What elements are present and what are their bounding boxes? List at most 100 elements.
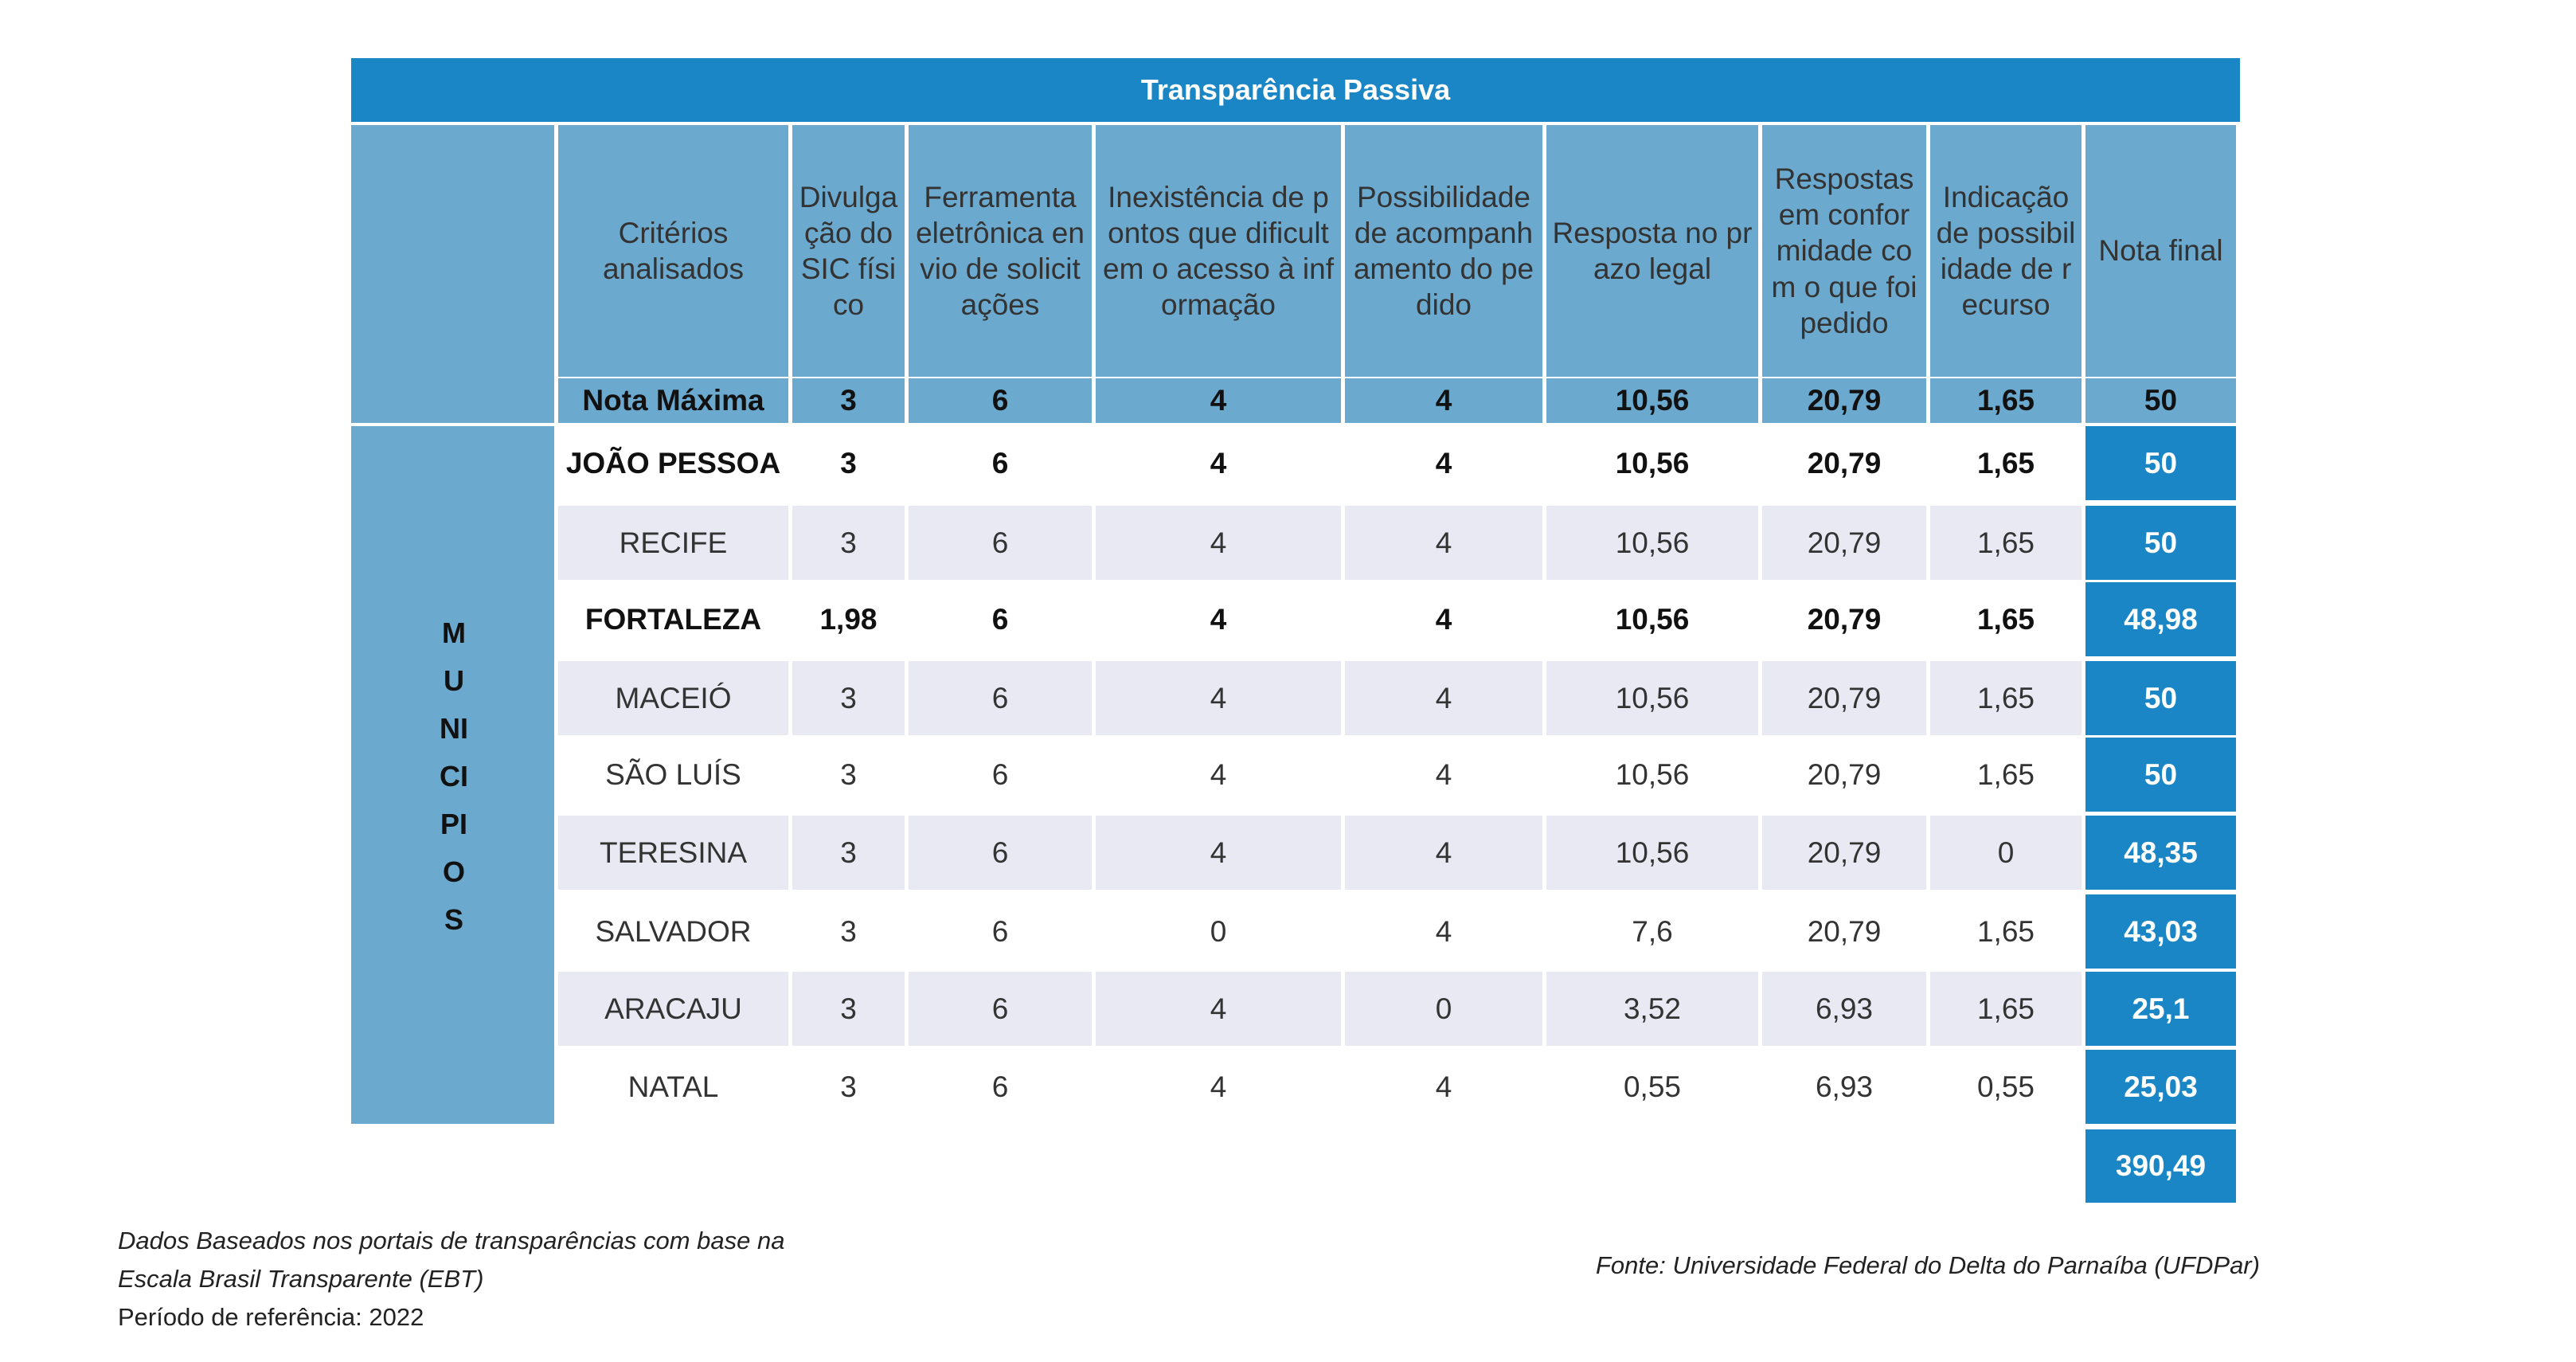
final-score: 48,98 [2085,582,2236,656]
score-cell: 10,56 [1546,426,1758,500]
score-cell: 3 [792,506,905,580]
score-cell: 1,65 [1930,582,2082,656]
total-score: 390,49 [2085,1129,2236,1203]
source-note: Fonte: Universidade Federal do Delta do … [1596,1251,2260,1279]
column-header: Nota final [2085,125,2236,377]
city-name: JOÃO PESSOA [558,426,788,500]
criteria-header: Critérios analisados [558,125,788,377]
score-cell: 4 [1345,661,1542,735]
max-score-value: 4 [1096,378,1341,423]
score-cell: 6 [909,894,1092,969]
score-cell: 3 [792,816,905,890]
score-cell: 6 [909,1050,1092,1124]
score-cell: 4 [1096,426,1341,500]
municipios-label-text: MUNICIPIOS [440,616,468,936]
final-score: 50 [2085,738,2236,812]
column-header: Divulgação do SIC físico [792,125,905,377]
score-cell: 20,79 [1762,506,1926,580]
column-header: Inexistência de pontos que dificultem o … [1096,125,1341,377]
score-cell: 10,56 [1546,661,1758,735]
max-score-value: 1,65 [1930,378,2082,423]
score-cell: 3 [792,426,905,500]
max-score-value: 6 [909,378,1092,423]
score-cell: 4 [1345,426,1542,500]
score-cell: 0 [1930,816,2082,890]
score-cell: 6 [909,661,1092,735]
score-cell: 6 [909,738,1092,812]
score-cell: 10,56 [1546,582,1758,656]
city-name: FORTALEZA [558,582,788,656]
score-cell: 0 [1096,894,1341,969]
final-score: 25,1 [2085,972,2236,1046]
score-cell: 3,52 [1546,972,1758,1046]
score-cell: 6 [909,426,1092,500]
score-cell: 20,79 [1762,894,1926,969]
footnote-line-2: Escala Brasil Transparente (EBT) [118,1265,484,1293]
score-cell: 4 [1096,582,1341,656]
city-name: NATAL [558,1050,788,1124]
max-score-value: 10,56 [1546,378,1758,423]
score-cell: 10,56 [1546,816,1758,890]
score-cell: 6 [909,506,1092,580]
score-cell: 4 [1345,738,1542,812]
score-cell: 4 [1096,506,1341,580]
score-cell: 1,65 [1930,426,2082,500]
score-cell: 3 [792,972,905,1046]
footnote-line-3: Período de referência: 2022 [118,1303,424,1331]
header-side-block [351,125,554,423]
city-name: TERESINA [558,816,788,890]
score-cell: 4 [1096,738,1341,812]
score-cell: 0,55 [1546,1050,1758,1124]
score-cell: 1,98 [792,582,905,656]
score-cell: 20,79 [1762,582,1926,656]
score-cell: 10,56 [1546,506,1758,580]
final-score: 50 [2085,426,2236,500]
municipios-vertical-label: MUNICIPIOS [351,426,557,1127]
score-cell: 4 [1345,506,1542,580]
score-cell: 20,79 [1762,661,1926,735]
footnote-line-1: Dados Baseados nos portais de transparên… [118,1227,785,1254]
score-cell: 4 [1096,972,1341,1046]
city-name: ARACAJU [558,972,788,1046]
city-name: SALVADOR [558,894,788,969]
final-score: 25,03 [2085,1050,2236,1124]
final-score: 48,35 [2085,816,2236,890]
max-score-label: Nota Máxima [558,378,788,423]
municipios-side-block [351,426,554,1124]
score-cell: 3 [792,894,905,969]
score-cell: 4 [1096,816,1341,890]
score-cell: 0,55 [1930,1050,2082,1124]
score-cell: 6,93 [1762,972,1926,1046]
column-header: Possibilidade de acompanhamento do pedid… [1345,125,1542,377]
score-cell: 7,6 [1546,894,1758,969]
city-name: RECIFE [558,506,788,580]
score-cell: 1,65 [1930,506,2082,580]
score-cell: 4 [1096,1050,1341,1124]
score-cell: 4 [1345,894,1542,969]
score-cell: 3 [792,738,905,812]
final-score: 50 [2085,661,2236,735]
score-cell: 6 [909,972,1092,1046]
score-cell: 3 [792,661,905,735]
city-name: SÃO LUÍS [558,738,788,812]
final-score: 43,03 [2085,894,2236,969]
score-cell: 1,65 [1930,972,2082,1046]
score-cell: 10,56 [1546,738,1758,812]
column-header: Indicação de possibilidade de recurso [1930,125,2082,377]
score-cell: 4 [1096,661,1341,735]
table-title: Transparência Passiva [351,58,2240,122]
score-cell: 6,93 [1762,1050,1926,1124]
city-name: MACEIÓ [558,661,788,735]
score-cell: 3 [792,1050,905,1124]
column-header: Respostas em conformidade com o que foi … [1762,125,1926,377]
column-header: Resposta no prazo legal [1546,125,1758,377]
score-cell: 1,65 [1930,894,2082,969]
score-cell: 6 [909,816,1092,890]
score-cell: 0 [1345,972,1542,1046]
max-score-value: 20,79 [1762,378,1926,423]
column-header: Ferramenta eletrônica envio de solicitaç… [909,125,1092,377]
score-cell: 20,79 [1762,738,1926,812]
score-cell: 20,79 [1762,816,1926,890]
max-score-value: 3 [792,378,905,423]
footnote: Dados Baseados nos portais de transparên… [118,1222,785,1337]
